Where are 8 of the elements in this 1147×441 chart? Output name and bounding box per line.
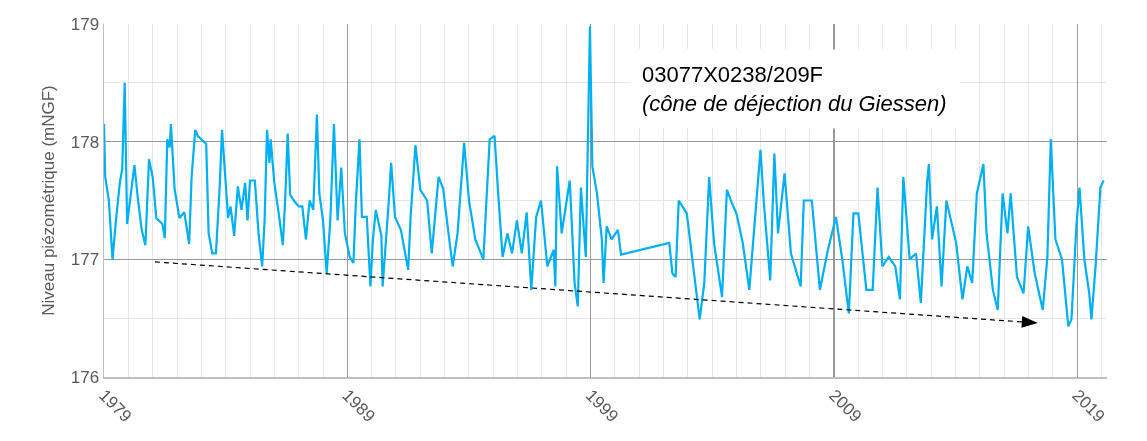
- y-axis-title: Niveau piézométrique (mNGF): [38, 85, 58, 316]
- y-tick-label: 177: [70, 250, 100, 270]
- y-tick-label: 179: [70, 14, 100, 34]
- line-series: [104, 25, 1105, 328]
- y-tick-label: 178: [70, 132, 100, 152]
- y-tick-label: 176: [70, 367, 100, 387]
- annotation: (cône de déjection du Giessen): [642, 90, 947, 116]
- annotation: 03077X0238/209F: [642, 62, 824, 87]
